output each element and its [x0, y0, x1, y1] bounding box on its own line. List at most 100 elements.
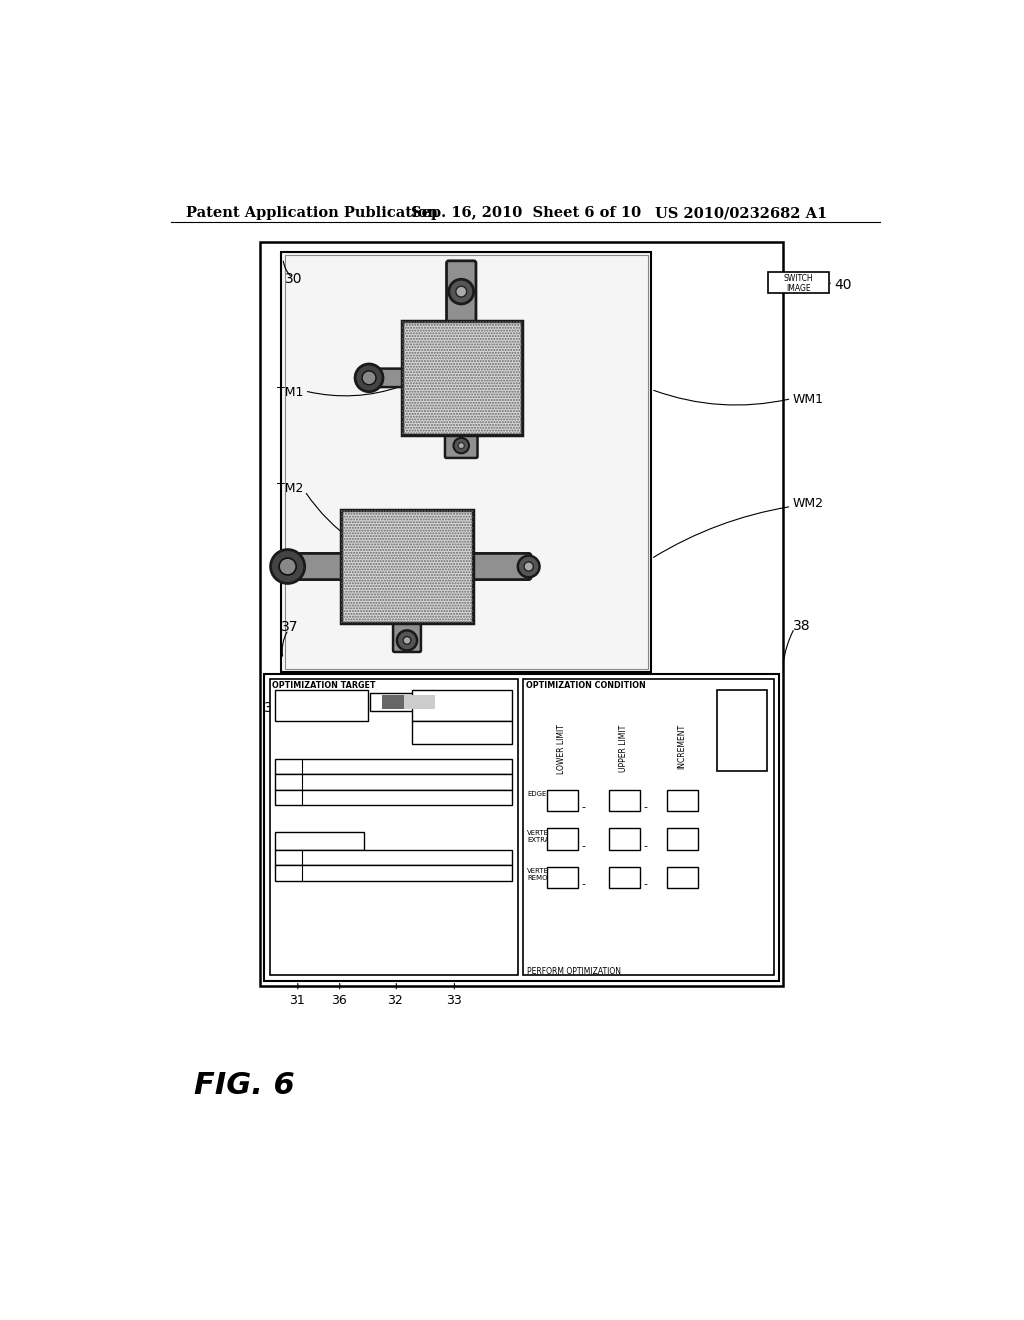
- Text: . .: . .: [679, 863, 685, 869]
- Bar: [285, 256, 648, 669]
- Bar: [270, 678, 518, 974]
- Bar: [547, 829, 578, 850]
- Text: WM2: WM2: [793, 498, 824, 511]
- Bar: [275, 850, 512, 866]
- Text: No.: No.: [280, 851, 294, 861]
- Text: 1: 1: [559, 832, 564, 841]
- Bar: [401, 321, 521, 434]
- Text: -: -: [582, 879, 586, 890]
- Text: -: -: [643, 803, 647, 812]
- Circle shape: [362, 371, 376, 385]
- Bar: [667, 829, 697, 850]
- Text: 37: 37: [281, 620, 298, 635]
- Text: <: <: [372, 694, 377, 705]
- FancyBboxPatch shape: [446, 261, 476, 323]
- Bar: [667, 789, 697, 812]
- Text: 2 5 0: 2 5 0: [610, 793, 637, 801]
- Text: PERFORM OPTIMIZATION: PERFORM OPTIMIZATION: [527, 966, 622, 975]
- Text: . .: . .: [559, 863, 565, 869]
- Circle shape: [524, 562, 534, 572]
- Bar: [370, 693, 488, 711]
- Text: 5 0: 5 0: [616, 832, 632, 841]
- Bar: [263, 673, 779, 981]
- FancyBboxPatch shape: [371, 368, 410, 387]
- Text: . .: . .: [679, 825, 685, 830]
- Text: 2: 2: [282, 792, 287, 800]
- Text: . .: . .: [559, 825, 565, 830]
- Text: -: -: [643, 879, 647, 890]
- Text: TM1: TM1: [276, 385, 303, 399]
- Bar: [717, 689, 767, 771]
- Text: -: -: [582, 841, 586, 850]
- Text: 2 0: 2 0: [616, 870, 632, 879]
- Text: EDGE:: EDGE:: [527, 792, 549, 797]
- Text: 40: 40: [835, 277, 852, 292]
- Bar: [608, 789, 640, 812]
- Circle shape: [280, 558, 296, 576]
- Bar: [275, 832, 365, 850]
- Bar: [403, 696, 435, 709]
- Text: . .: . .: [621, 863, 628, 869]
- Text: RECOGNITION RATE: RECOGNITION RATE: [310, 851, 385, 861]
- Bar: [341, 510, 473, 623]
- Bar: [413, 689, 512, 721]
- Text: No.: No.: [280, 760, 294, 770]
- Text: 32: 32: [387, 994, 403, 1007]
- Bar: [275, 775, 512, 789]
- Text: 35: 35: [263, 701, 282, 715]
- Text: Sep. 16, 2010  Sheet 6 of 10: Sep. 16, 2010 Sheet 6 of 10: [411, 206, 641, 220]
- Bar: [275, 759, 512, 775]
- Bar: [282, 252, 651, 672]
- Text: . .: . .: [679, 785, 685, 792]
- Bar: [547, 789, 578, 812]
- FancyBboxPatch shape: [445, 433, 477, 458]
- Text: >: >: [479, 694, 485, 705]
- Text: -: -: [582, 803, 586, 812]
- Text: 8 4 . 5 0 8 9: 8 4 . 5 0 8 9: [310, 792, 375, 800]
- Circle shape: [449, 280, 474, 304]
- Bar: [768, 272, 829, 293]
- Circle shape: [403, 636, 411, 644]
- Text: -: -: [643, 841, 647, 850]
- Bar: [401, 321, 521, 434]
- Text: 38: 38: [793, 619, 811, 632]
- Text: OPTIMIZATION CONDITION: OPTIMIZATION CONDITION: [525, 681, 645, 690]
- Text: 1 0: 1 0: [674, 793, 690, 801]
- Circle shape: [454, 438, 469, 453]
- Text: US 2010/0232682 A1: US 2010/0232682 A1: [655, 206, 827, 220]
- Text: 5: 5: [680, 832, 685, 841]
- FancyBboxPatch shape: [464, 553, 531, 579]
- Circle shape: [518, 556, 540, 577]
- Text: WM1: WM1: [793, 393, 824, 407]
- Text: UPPER LIMIT: UPPER LIMIT: [620, 725, 629, 772]
- Circle shape: [270, 549, 305, 583]
- Text: 30: 30: [285, 272, 302, 286]
- Text: Patent Application Publication: Patent Application Publication: [186, 206, 438, 220]
- Bar: [608, 829, 640, 850]
- Bar: [523, 678, 773, 974]
- Text: 8 6 . 7 4 2 9: 8 6 . 7 4 2 9: [310, 776, 375, 785]
- Bar: [547, 867, 578, 888]
- Bar: [667, 867, 697, 888]
- Text: FIG. 6: FIG. 6: [194, 1071, 295, 1100]
- Bar: [341, 510, 473, 623]
- Text: EXECUTE
OPTIMIZATION: EXECUTE OPTIMIZATION: [735, 705, 749, 755]
- Bar: [275, 866, 512, 880]
- Bar: [382, 696, 403, 709]
- Circle shape: [397, 631, 417, 651]
- FancyBboxPatch shape: [393, 622, 421, 652]
- Circle shape: [456, 286, 467, 297]
- Text: 36: 36: [331, 994, 347, 1007]
- Text: 33: 33: [445, 994, 462, 1007]
- Bar: [275, 689, 369, 721]
- Text: . .: . .: [621, 785, 628, 792]
- Circle shape: [458, 442, 464, 449]
- Bar: [275, 789, 512, 805]
- Text: RECOGNITION RATE: RECOGNITION RATE: [310, 760, 385, 770]
- Text: CONFIRMATION
MEASUREMENT: CONFIRMATION MEASUREMENT: [298, 692, 346, 702]
- Text: 1 0: 1 0: [554, 793, 570, 801]
- Text: VERTEX
EXTRACTION:: VERTEX EXTRACTION:: [527, 830, 573, 843]
- Text: ▼ADDITION: ▼ADDITION: [283, 834, 327, 842]
- Text: . .: . .: [621, 825, 628, 830]
- Circle shape: [355, 364, 383, 392]
